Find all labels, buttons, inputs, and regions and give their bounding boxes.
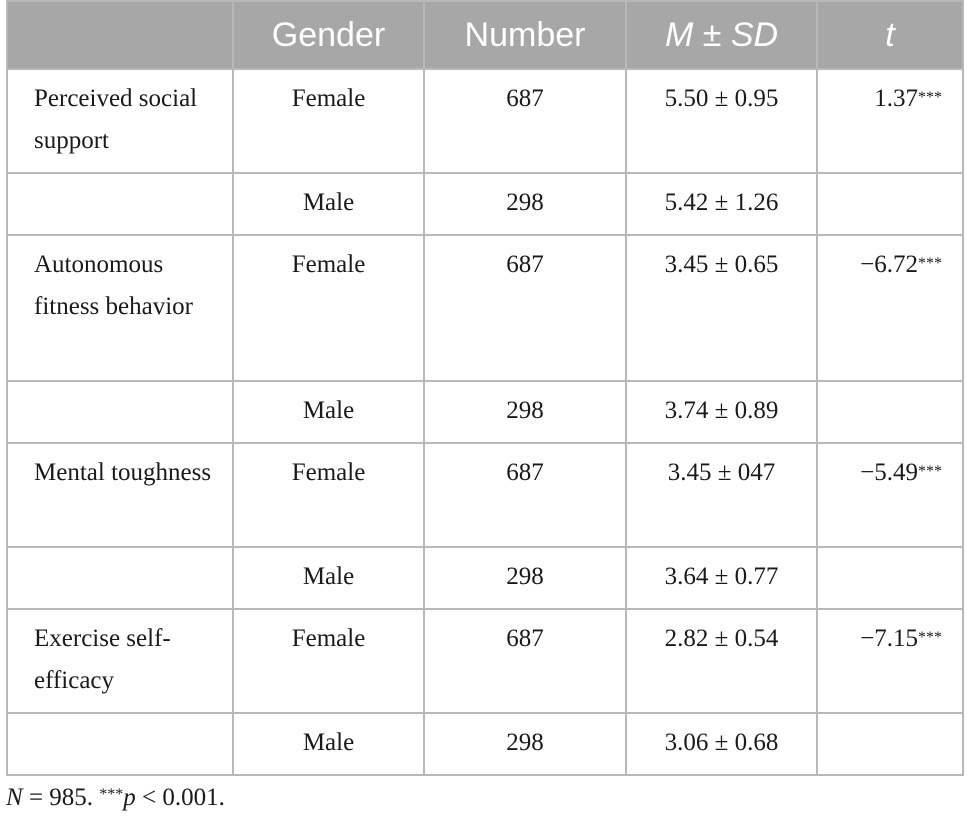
cell-variable (6, 380, 234, 444)
cell-variable: Autonomous fitness behavior (6, 234, 234, 382)
cell-t (816, 380, 964, 444)
cell-gender: Female (232, 442, 425, 548)
cell-variable (6, 712, 234, 776)
cell-msd: 3.45 ± 047 (625, 442, 818, 548)
header-gender: Gender (232, 0, 425, 70)
cell-number: 298 (423, 546, 627, 610)
cell-t: −7.15*** (816, 608, 964, 714)
table-row: Exercise self-efficacy Female 687 2.82 ±… (6, 608, 964, 714)
cell-variable: Mental toughness (6, 442, 234, 548)
cell-number: 298 (423, 380, 627, 444)
header-number: Number (423, 0, 627, 70)
gender-comparison-table: Gender Number M ± SD t Perceived social … (6, 0, 964, 776)
cell-gender: Male (232, 546, 425, 610)
footnote-p-symbol: p (123, 784, 136, 811)
table-row: Male 298 3.64 ± 0.77 (6, 546, 964, 610)
header-row: Gender Number M ± SD t (6, 0, 964, 70)
cell-variable (6, 546, 234, 610)
cell-msd: 5.42 ± 1.26 (625, 172, 818, 236)
cell-variable: Perceived social support (6, 68, 234, 174)
cell-number: 298 (423, 712, 627, 776)
cell-variable (6, 172, 234, 236)
cell-t (816, 172, 964, 236)
table-row: Male 298 5.42 ± 1.26 (6, 172, 964, 236)
header-msd: M ± SD (625, 0, 818, 70)
table-row: Perceived social support Female 687 5.50… (6, 68, 964, 174)
footnote-n-text: = 985. (22, 784, 100, 811)
table-row: Male 298 3.06 ± 0.68 (6, 712, 964, 776)
cell-msd: 5.50 ± 0.95 (625, 68, 818, 174)
cell-gender: Male (232, 380, 425, 444)
cell-gender: Female (232, 234, 425, 382)
cell-msd: 3.45 ± 0.65 (625, 234, 818, 382)
cell-t: 1.37*** (816, 68, 964, 174)
header-t: t (816, 0, 964, 70)
cell-t (816, 712, 964, 776)
cell-t: −6.72*** (816, 234, 964, 382)
footnote-sig-marker: *** (99, 786, 124, 803)
table-row: Mental toughness Female 687 3.45 ± 047 −… (6, 442, 964, 548)
cell-gender: Male (232, 712, 425, 776)
cell-msd: 3.06 ± 0.68 (625, 712, 818, 776)
cell-number: 687 (423, 234, 627, 382)
cell-gender: Male (232, 172, 425, 236)
footnote-n-symbol: N (6, 784, 23, 811)
cell-t: −5.49*** (816, 442, 964, 548)
table-footnote: N = 985. ***p < 0.001. (6, 784, 225, 812)
footnote-p-text: < 0.001. (135, 784, 225, 811)
cell-number: 687 (423, 68, 627, 174)
cell-t (816, 546, 964, 610)
cell-number: 298 (423, 172, 627, 236)
cell-gender: Female (232, 68, 425, 174)
cell-msd: 3.74 ± 0.89 (625, 380, 818, 444)
cell-msd: 3.64 ± 0.77 (625, 546, 818, 610)
cell-msd: 2.82 ± 0.54 (625, 608, 818, 714)
table-row: Autonomous fitness behavior Female 687 3… (6, 234, 964, 382)
header-variable (6, 0, 234, 70)
cell-number: 687 (423, 608, 627, 714)
cell-gender: Female (232, 608, 425, 714)
table-container: Gender Number M ± SD t Perceived social … (6, 0, 964, 776)
cell-number: 687 (423, 442, 627, 548)
cell-variable: Exercise self-efficacy (6, 608, 234, 714)
table-row: Male 298 3.74 ± 0.89 (6, 380, 964, 444)
